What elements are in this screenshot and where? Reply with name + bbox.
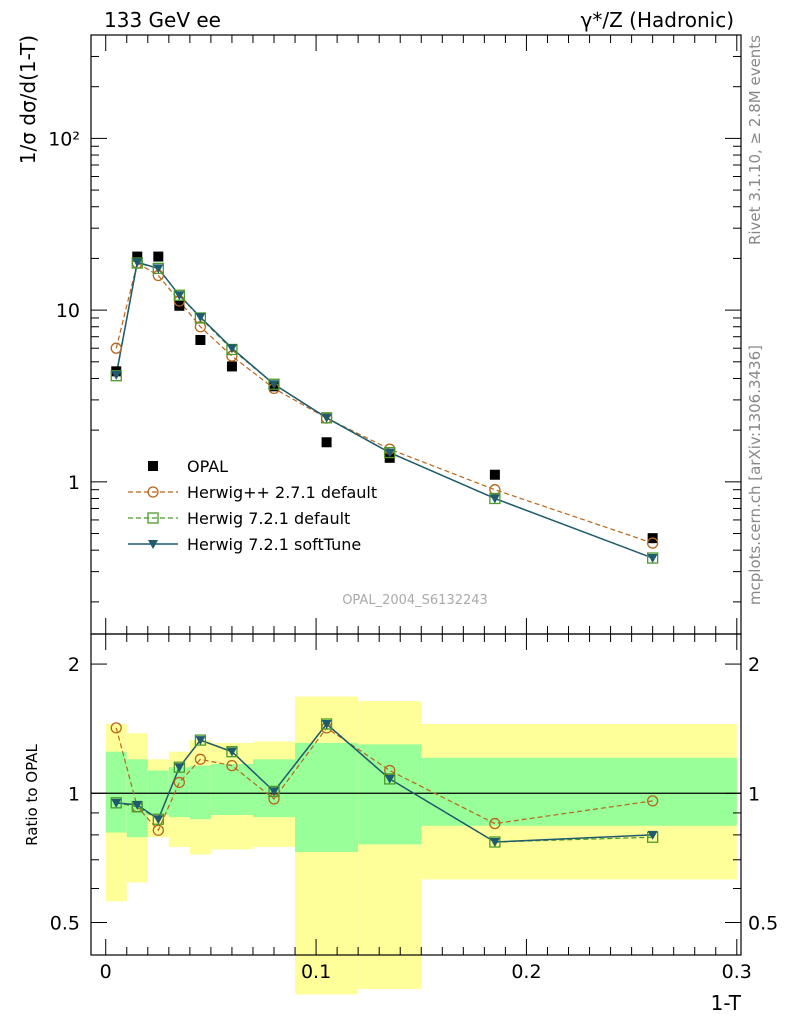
watermark: OPAL_2004_S6132243 [342, 593, 488, 608]
x-tick-label-2: 0.2 [511, 961, 541, 983]
axes [90, 34, 742, 956]
band-outer-8 [358, 701, 422, 989]
ratio-point-2-8 [384, 774, 395, 784]
main-point-1-0 [110, 342, 122, 354]
legend-label-1: Herwig++ 2.7.1 default [187, 483, 377, 502]
band-inner-1 [126, 759, 148, 838]
x-tick-label-1: 0.1 [301, 961, 331, 983]
legend-marker-1 [147, 486, 159, 498]
x-axis-label: 1-T [711, 991, 742, 1015]
ratio-y-tick-label-left-2: 2 [68, 654, 80, 676]
band-inner-0 [105, 751, 127, 833]
main-point-3-0 [111, 370, 122, 380]
main-point-3-9 [489, 494, 500, 504]
ratio-y-tick-label-left-0: 0.5 [50, 912, 80, 934]
main-point-1-10 [647, 537, 659, 549]
legend-marker-3 [148, 540, 158, 549]
band-inner-4 [189, 765, 211, 820]
ratio-line-0 [115, 727, 653, 832]
band-inner-5 [210, 764, 253, 816]
ratio-point-2-9 [489, 838, 500, 848]
legend: OPAL Herwig++ 2.7.1 default Herwig 7.2.1 d… [128, 457, 377, 554]
main-y-tick-label-1: 10 [56, 300, 80, 322]
main-point-3-1 [132, 258, 143, 268]
main-point-0-2 [153, 251, 164, 262]
x-tick-label-3: 0.3 [722, 961, 752, 983]
ratio-point-2-10 [647, 830, 658, 840]
ratio-y-tick-label-right-1: 1 [748, 783, 760, 805]
main-series-markers [110, 251, 659, 564]
main-point-3-6 [269, 380, 280, 390]
ratio-point-0-3 [173, 776, 185, 789]
legend-marker-0 [148, 461, 158, 471]
ratio-point-2-4 [195, 736, 206, 746]
main-point-3-8 [384, 448, 395, 458]
main-point-3-4 [195, 313, 206, 323]
ratio-y-tick-label-left-1: 1 [68, 783, 80, 805]
y-axis-label-ratio: Ratio to OPAL [23, 744, 41, 846]
main-point-3-3 [174, 291, 185, 301]
ratio-y-tick-label-right-0: 0.5 [748, 912, 778, 934]
ratio-point-2-1 [132, 800, 143, 810]
legend-label-0: OPAL [187, 457, 228, 476]
ratio-point-2-7 [321, 720, 332, 730]
legend-marker-2 [147, 512, 159, 524]
main-point-2-4 [194, 312, 207, 324]
tick-labels: 0 0.1 0.2 0.3 1 10 10² 0.5 0.5 1 1 2 2 [48, 128, 778, 983]
ratio-point-2-6 [269, 787, 280, 797]
ratio-point-2-0 [111, 798, 122, 808]
main-point-2-1 [131, 257, 143, 269]
ratio-point-0-10 [647, 795, 659, 807]
main-line-1 [115, 262, 653, 544]
ratio-frame [90, 633, 742, 956]
ratio-point-0-4 [194, 753, 207, 765]
side-text-rivet: Rivet 3.1.10, ≥ 2.8M events [746, 35, 764, 245]
main-point-3-7 [321, 413, 332, 423]
legend-label-3: Herwig 7.2.1 softTune [187, 535, 361, 554]
main-point-0-5 [226, 361, 237, 372]
main-point-2-0 [110, 370, 122, 382]
ratio-point-0-9 [489, 817, 501, 830]
band-inner-7 [295, 742, 359, 852]
legend-label-2: Herwig 7.2.1 default [187, 509, 350, 528]
ratio-y-tick-label-right-2: 2 [748, 654, 760, 676]
ratio-point-0-2 [152, 824, 164, 836]
ratio-point-0-0 [110, 722, 122, 734]
main-point-3-10 [647, 554, 658, 564]
side-text-mcplots: mcplots.cern.ch [arXiv:1306.3436] [746, 345, 764, 605]
ratio-point-2-2 [153, 815, 164, 825]
title-right: γ*/Z (Hadronic) [581, 8, 734, 32]
main-point-0-4 [195, 334, 206, 345]
ratio-point-2-3 [174, 763, 185, 773]
ratio-point-2-5 [226, 747, 237, 757]
main-point-0-1 [132, 251, 143, 262]
main-point-0-9 [489, 469, 500, 480]
main-y-tick-label-2: 10² [48, 128, 80, 150]
x-tick-label-0: 0 [100, 961, 112, 983]
ratio-point-0-5 [226, 759, 238, 772]
y-axis-label-main: 1/σ dσ/d(1-T) [16, 35, 40, 164]
ratio-series-markers [110, 718, 659, 848]
band-inner-9 [421, 757, 737, 826]
main-point-3-2 [153, 264, 164, 274]
title-left: 133 GeV ee [104, 8, 221, 32]
main-point-0-7 [321, 437, 332, 448]
main-point-3-5 [226, 344, 237, 354]
main-y-tick-label-0: 1 [68, 472, 80, 494]
